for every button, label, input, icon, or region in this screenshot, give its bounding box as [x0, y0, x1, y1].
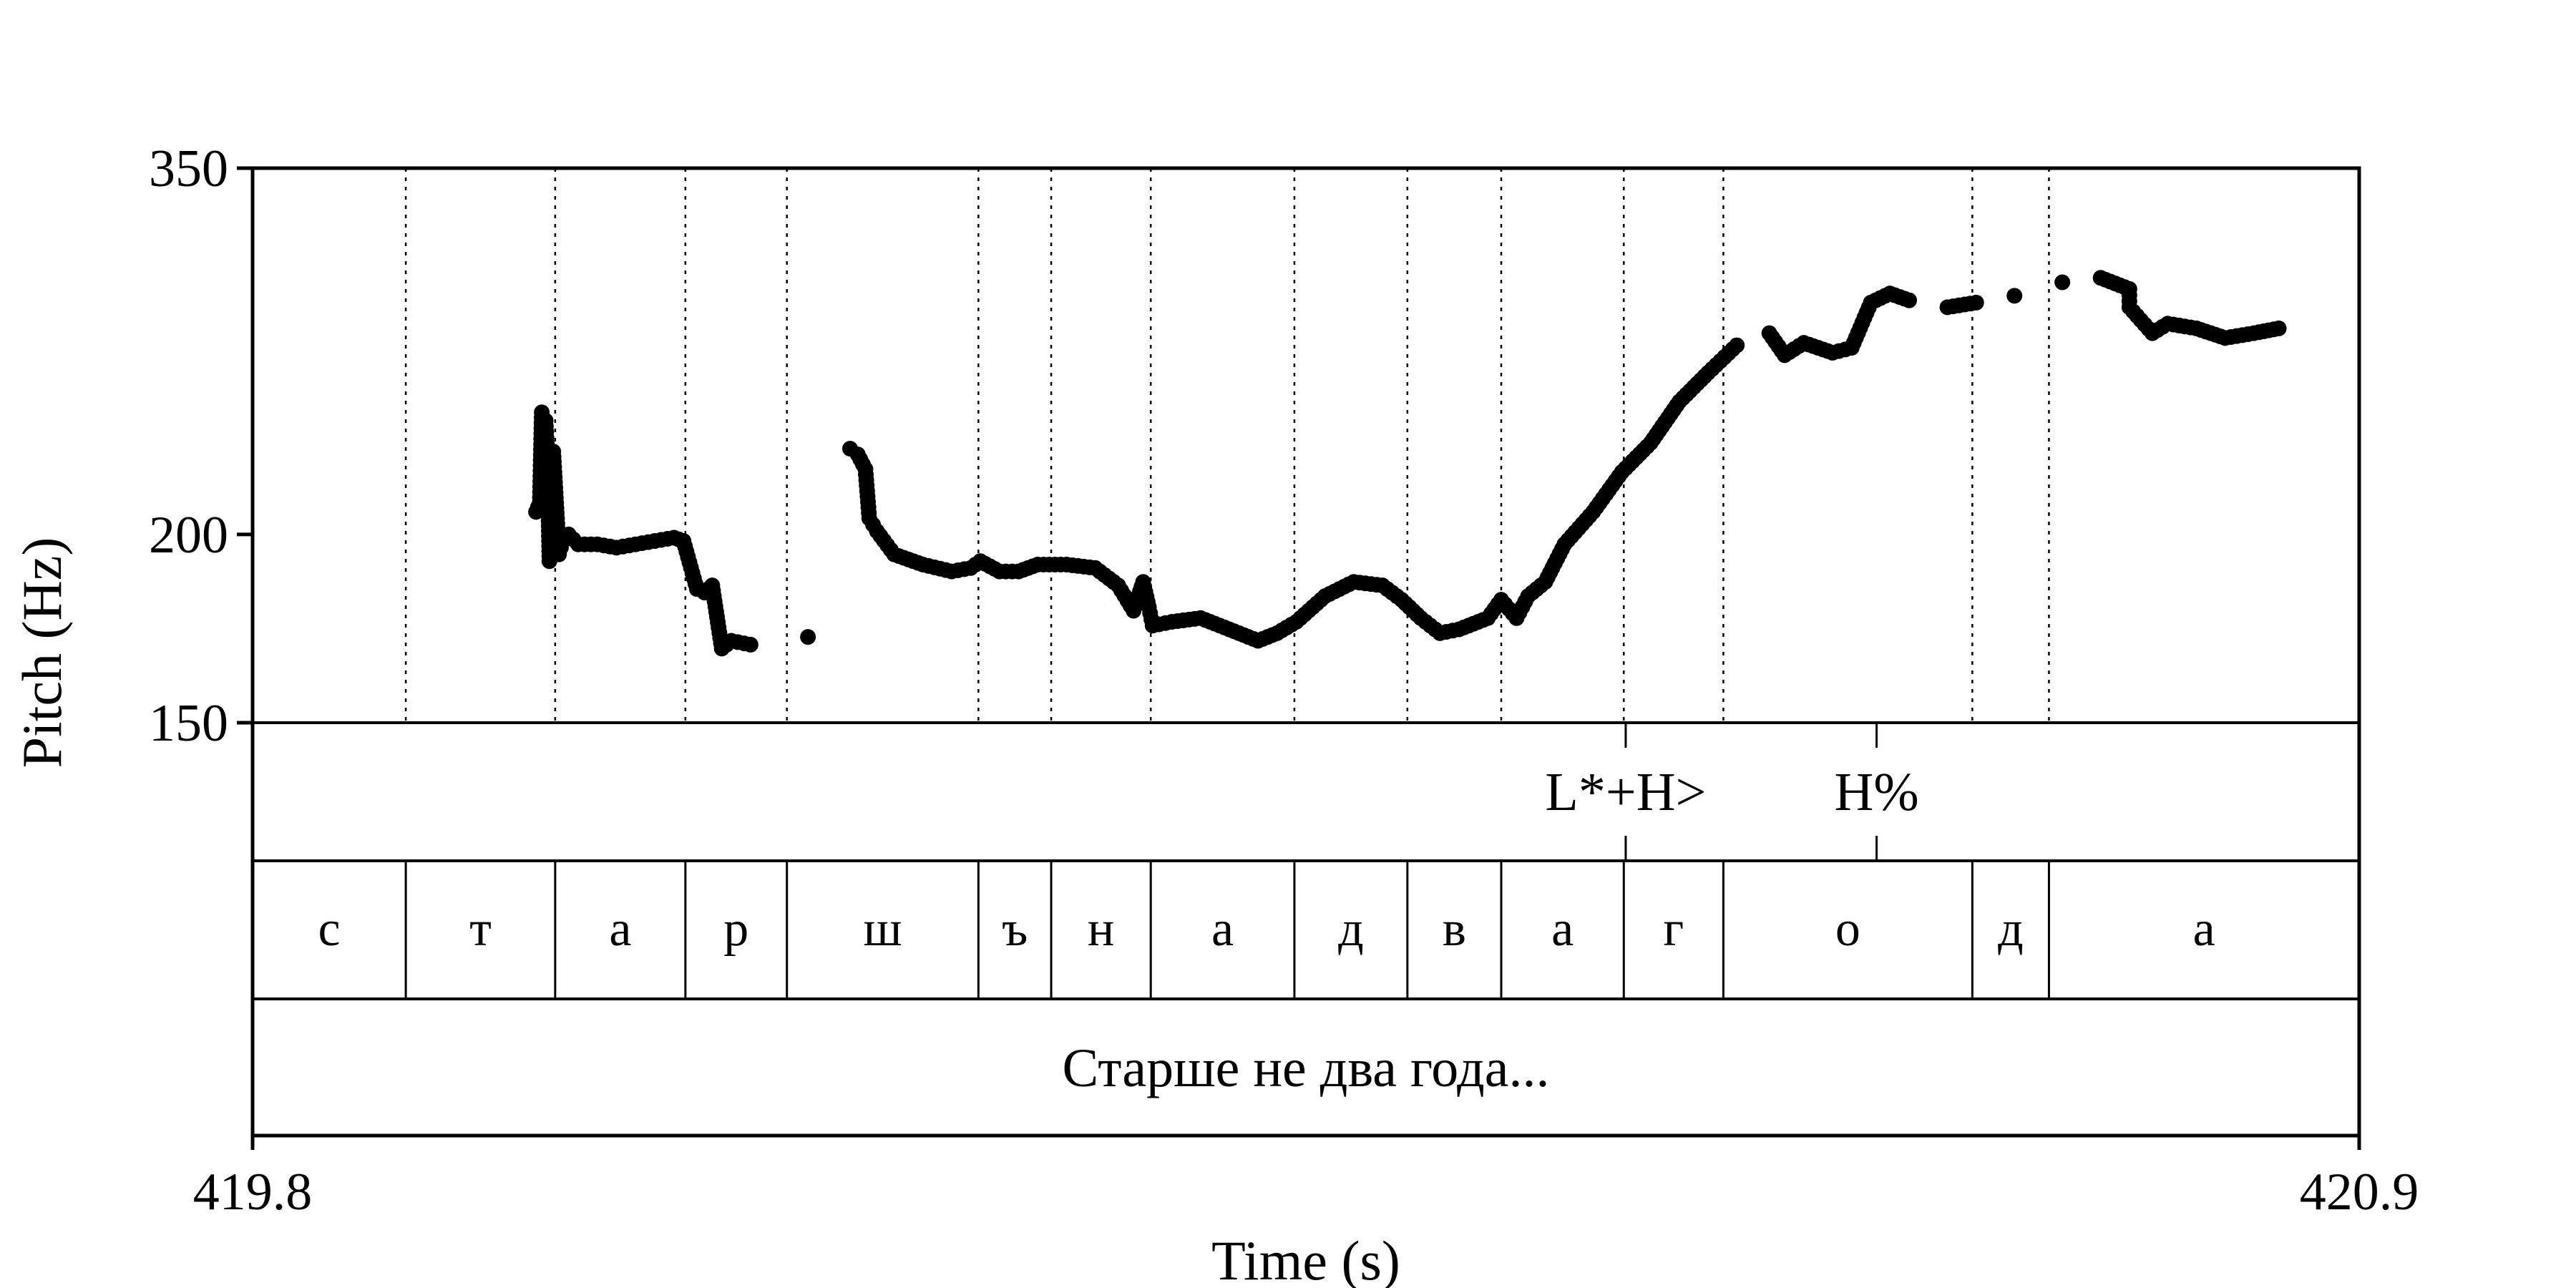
x-axis: 419.8 420.9 — [193, 1136, 2419, 1221]
x-tick-label-end: 420.9 — [2300, 1163, 2419, 1221]
segment-label: ш — [864, 902, 902, 957]
y-tick-label: 150 — [149, 694, 228, 753]
segment-label: а — [1551, 902, 1574, 957]
pitch-point — [1729, 337, 1745, 353]
pitch-point — [2006, 288, 2023, 304]
sentence-label: Старше не два года... — [1063, 1038, 1550, 1098]
pitch-point — [2054, 274, 2071, 291]
pitch-point — [742, 636, 758, 653]
pitch-point — [2270, 320, 2287, 336]
segment-label: д — [1998, 902, 2024, 957]
segment-label: г — [1664, 902, 1684, 957]
pitch-point — [1968, 294, 1984, 311]
segment-label: а — [1211, 902, 1234, 957]
segment-label: о — [1835, 902, 1860, 957]
segment-label: а — [609, 902, 631, 957]
x-axis-title: Time (s) — [1211, 1229, 1400, 1288]
segment-label: д — [1338, 902, 1364, 957]
y-axis-title: Pitch (Hz) — [11, 537, 73, 769]
segment-label: с — [318, 902, 341, 957]
tone-label: L*+H> — [1545, 762, 1706, 822]
pitch-point — [800, 629, 816, 645]
segment-label: р — [723, 902, 748, 957]
tone-label: H% — [1834, 762, 1918, 822]
segment-label: а — [2193, 902, 2215, 957]
y-tick-label: 350 — [149, 140, 228, 198]
segment-label: н — [1088, 902, 1114, 957]
figure-frame — [250, 166, 2361, 1138]
segment-label: ъ — [1002, 902, 1028, 957]
pitch-points — [528, 270, 2287, 657]
y-axis: 150 200 350 — [149, 140, 253, 753]
segment-boundary-guides — [404, 168, 2050, 723]
x-tick-label-start: 419.8 — [193, 1163, 313, 1221]
pitch-point — [1901, 292, 1918, 308]
y-tick-label: 200 — [149, 506, 228, 565]
segment-label: т — [469, 902, 492, 957]
tone-tier: L*+H> H% — [1545, 723, 1919, 861]
segment-label: в — [1443, 902, 1466, 957]
